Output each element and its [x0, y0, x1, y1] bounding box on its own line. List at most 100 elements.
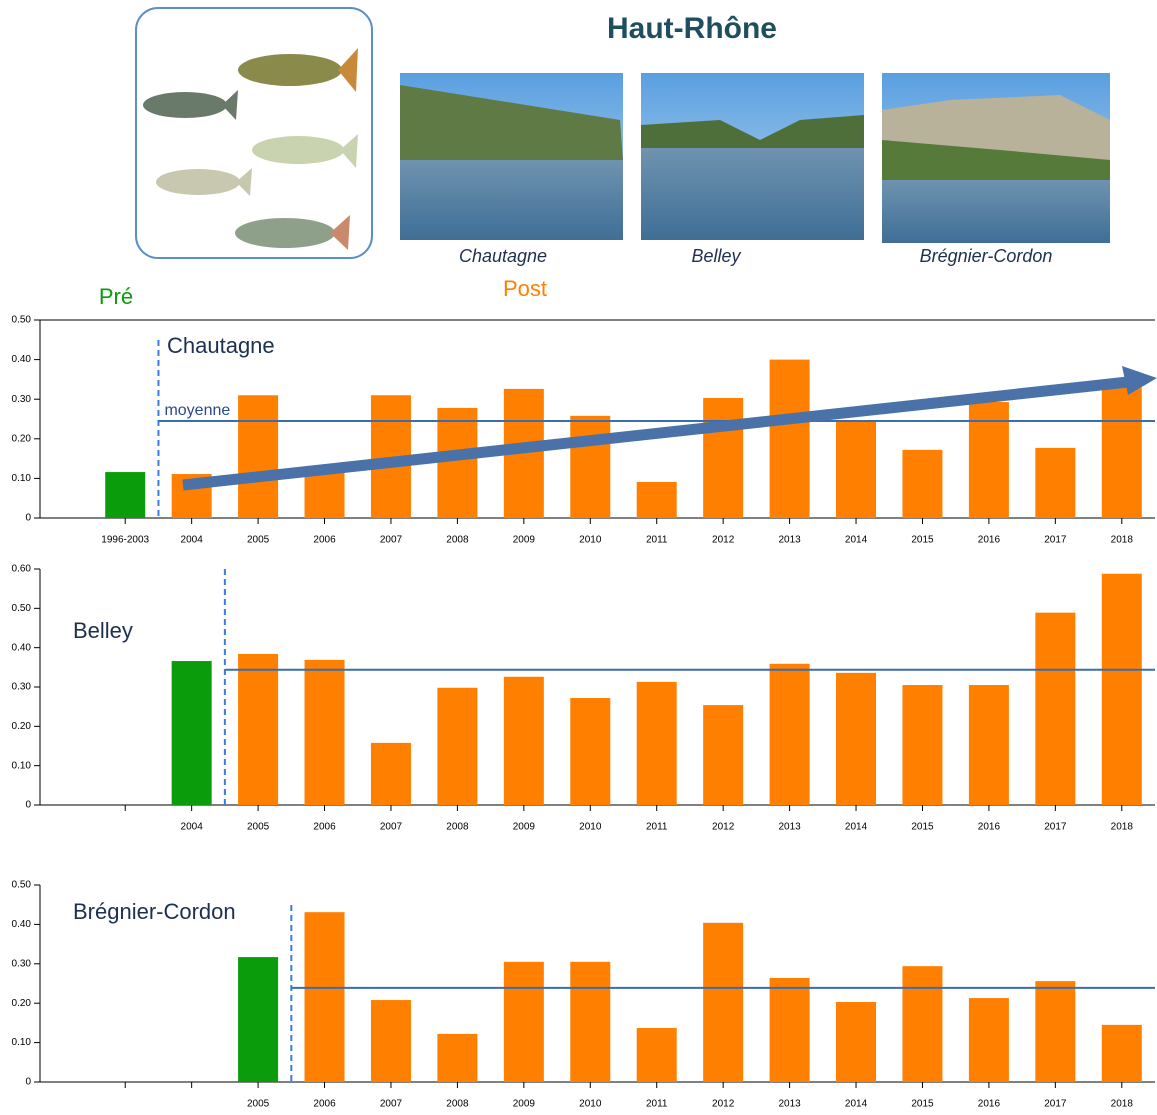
fish-panel — [135, 7, 373, 259]
x-tick-label: 2018 — [1111, 1099, 1134, 1110]
y-tick-label: 0 — [25, 1077, 31, 1088]
bar — [1035, 981, 1076, 1082]
bar — [1101, 387, 1142, 518]
legend-entry: Post — [503, 276, 547, 301]
x-tick-label: 2016 — [978, 535, 1001, 546]
x-tick-label: 2008 — [446, 822, 469, 833]
x-tick-label: 2004 — [181, 822, 204, 833]
chart-title: Belley — [73, 618, 133, 643]
y-tick-label: 0.40 — [12, 642, 32, 653]
bar — [570, 961, 611, 1082]
x-tick-label: 2007 — [380, 1099, 403, 1110]
bar — [437, 407, 478, 518]
y-tick-label: 0.20 — [12, 998, 32, 1009]
x-tick-label: 2012 — [712, 535, 735, 546]
x-tick-label: 2009 — [513, 1099, 536, 1110]
x-tick-label: 2008 — [446, 1099, 469, 1110]
bar — [836, 672, 877, 805]
x-tick-label: 2011 — [646, 822, 668, 833]
y-tick-label: 0.60 — [12, 564, 32, 575]
page-title: Haut-Rhône — [607, 12, 777, 45]
bar — [703, 398, 744, 518]
photo — [400, 73, 623, 240]
bar — [769, 359, 810, 518]
x-tick-label: 2006 — [313, 822, 336, 833]
y-tick-label: 0.40 — [12, 919, 32, 930]
x-tick-label: 2016 — [978, 822, 1001, 833]
y-tick-label: 0.10 — [12, 1037, 32, 1048]
trend-arrow — [182, 376, 1129, 491]
x-tick-label: 2017 — [1044, 535, 1067, 546]
bar — [304, 659, 345, 805]
x-tick-label: 2007 — [380, 822, 403, 833]
photo-caption: Belley — [691, 246, 741, 266]
y-tick-label: 0.40 — [12, 354, 32, 365]
photo — [882, 73, 1110, 243]
y-tick-label: 0 — [25, 513, 31, 524]
photo-caption: Chautagne — [459, 246, 547, 266]
x-tick-label: 2014 — [845, 822, 868, 833]
x-tick-label: 2017 — [1044, 1099, 1067, 1110]
bar — [238, 395, 279, 518]
x-tick-label: 2006 — [313, 1099, 336, 1110]
y-tick-label: 0.50 — [12, 315, 32, 326]
x-tick-label: 2013 — [778, 1099, 801, 1110]
x-tick-label: 2010 — [579, 535, 602, 546]
x-tick-label: 2005 — [247, 535, 270, 546]
bar — [769, 663, 810, 805]
x-tick-label: 1996-2003 — [101, 535, 149, 546]
x-tick-label: 2009 — [513, 822, 536, 833]
x-tick-label: 2013 — [778, 822, 801, 833]
x-tick-label: 2007 — [380, 535, 403, 546]
chart-title: Brégnier-Cordon — [73, 899, 236, 924]
x-tick-label: 2015 — [911, 822, 934, 833]
bar — [968, 401, 1009, 518]
y-tick-label: 0.50 — [12, 880, 32, 891]
legend-entry: Pré — [99, 284, 133, 309]
bar — [570, 415, 611, 518]
bar — [968, 998, 1009, 1082]
trend-arrowhead — [1122, 366, 1157, 395]
bar — [836, 420, 877, 518]
x-tick-label: 2010 — [579, 1099, 602, 1110]
bar — [636, 681, 677, 805]
y-tick-label: 0 — [25, 800, 31, 811]
y-tick-label: 0.30 — [12, 958, 32, 969]
chart-title: Chautagne — [167, 333, 275, 358]
x-tick-label: 2011 — [646, 1099, 668, 1110]
bar — [902, 966, 943, 1082]
photo-caption: Brégnier-Cordon — [920, 246, 1053, 266]
bar — [1035, 612, 1076, 805]
y-tick-label: 0.20 — [12, 721, 32, 732]
x-tick-label: 2011 — [646, 535, 668, 546]
bar — [1101, 573, 1142, 805]
x-tick-label: 2006 — [313, 535, 336, 546]
x-tick-label: 2018 — [1111, 822, 1134, 833]
x-tick-label: 2018 — [1111, 535, 1134, 546]
bar — [238, 653, 279, 805]
x-tick-label: 2017 — [1044, 822, 1067, 833]
x-tick-label: 2009 — [513, 535, 536, 546]
x-tick-label: 2014 — [845, 1099, 868, 1110]
bar — [836, 1002, 877, 1082]
bar — [437, 687, 478, 805]
x-tick-label: 2016 — [978, 1099, 1001, 1110]
bar — [370, 742, 411, 805]
bar — [769, 977, 810, 1082]
x-tick-label: 2012 — [712, 1099, 735, 1110]
bar — [703, 705, 744, 805]
bar — [304, 912, 345, 1082]
x-tick-label: 2015 — [911, 1099, 934, 1110]
x-tick-label: 2015 — [911, 535, 934, 546]
bar — [503, 676, 544, 805]
x-tick-label: 2005 — [247, 1099, 270, 1110]
y-tick-label: 0.30 — [12, 394, 32, 405]
mean-label: moyenne — [164, 402, 230, 419]
bar — [171, 661, 212, 805]
x-tick-label: 2005 — [247, 822, 270, 833]
bar — [238, 957, 279, 1082]
x-tick-label: 2014 — [845, 535, 868, 546]
x-tick-label: 2012 — [712, 822, 735, 833]
y-tick-label: 0.10 — [12, 473, 32, 484]
